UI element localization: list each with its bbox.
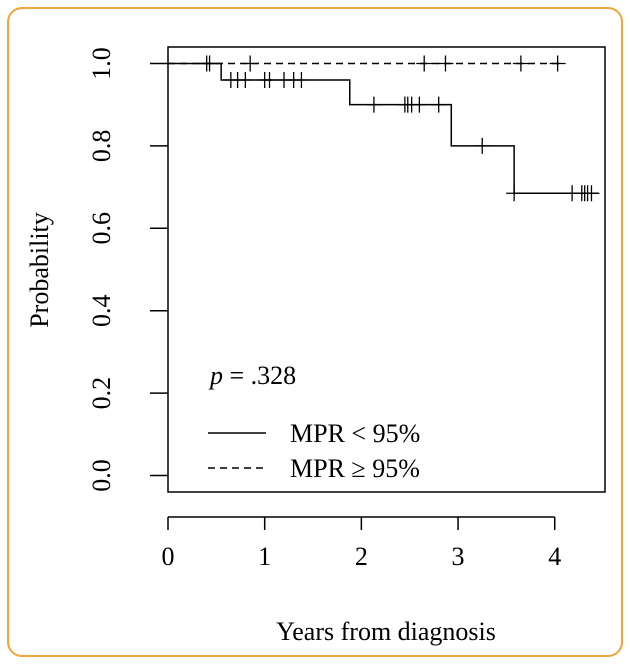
x-tick-label: 1 bbox=[258, 542, 271, 571]
annotation-text: = .328 bbox=[230, 361, 297, 390]
censor-mark bbox=[430, 96, 447, 113]
y-axis-label: Probability bbox=[25, 212, 54, 328]
censor-mark bbox=[242, 55, 259, 72]
y-tick-label: 0.4 bbox=[87, 294, 116, 327]
x-tick-label: 3 bbox=[452, 542, 465, 571]
censor-mark bbox=[512, 55, 529, 72]
y-tick-label: 0.0 bbox=[87, 459, 116, 492]
y-tick-label: 0.2 bbox=[87, 377, 116, 410]
x-tick-label: 2 bbox=[355, 542, 368, 571]
annotation: p = .328 bbox=[208, 361, 296, 390]
x-tick-label: 0 bbox=[162, 542, 175, 571]
censor-mark bbox=[437, 55, 454, 72]
censor-mark bbox=[549, 55, 566, 72]
x-axis-label: Years from diagnosis bbox=[276, 617, 496, 646]
legend-label: MPR < 95% bbox=[290, 419, 420, 448]
censor-mark bbox=[237, 71, 254, 88]
y-tick-label: 1.0 bbox=[87, 47, 116, 79]
x-tick-label: 4 bbox=[548, 542, 561, 571]
censor-mark bbox=[293, 71, 310, 88]
y-tick-label: 0.8 bbox=[87, 130, 116, 163]
censor-mark bbox=[416, 55, 433, 72]
censor-mark bbox=[506, 185, 523, 202]
annotation-italic: p bbox=[208, 361, 223, 390]
censor-mark bbox=[411, 96, 428, 113]
y-tick-label: 0.6 bbox=[87, 212, 116, 245]
legend-label: MPR ≥ 95% bbox=[290, 454, 420, 483]
survival-curve bbox=[168, 62, 599, 195]
censor-mark bbox=[261, 71, 278, 88]
censor-mark bbox=[474, 137, 491, 154]
plot-box bbox=[167, 46, 606, 493]
frame bbox=[7, 7, 623, 657]
censor-mark bbox=[365, 96, 382, 113]
censor-mark bbox=[583, 185, 600, 202]
